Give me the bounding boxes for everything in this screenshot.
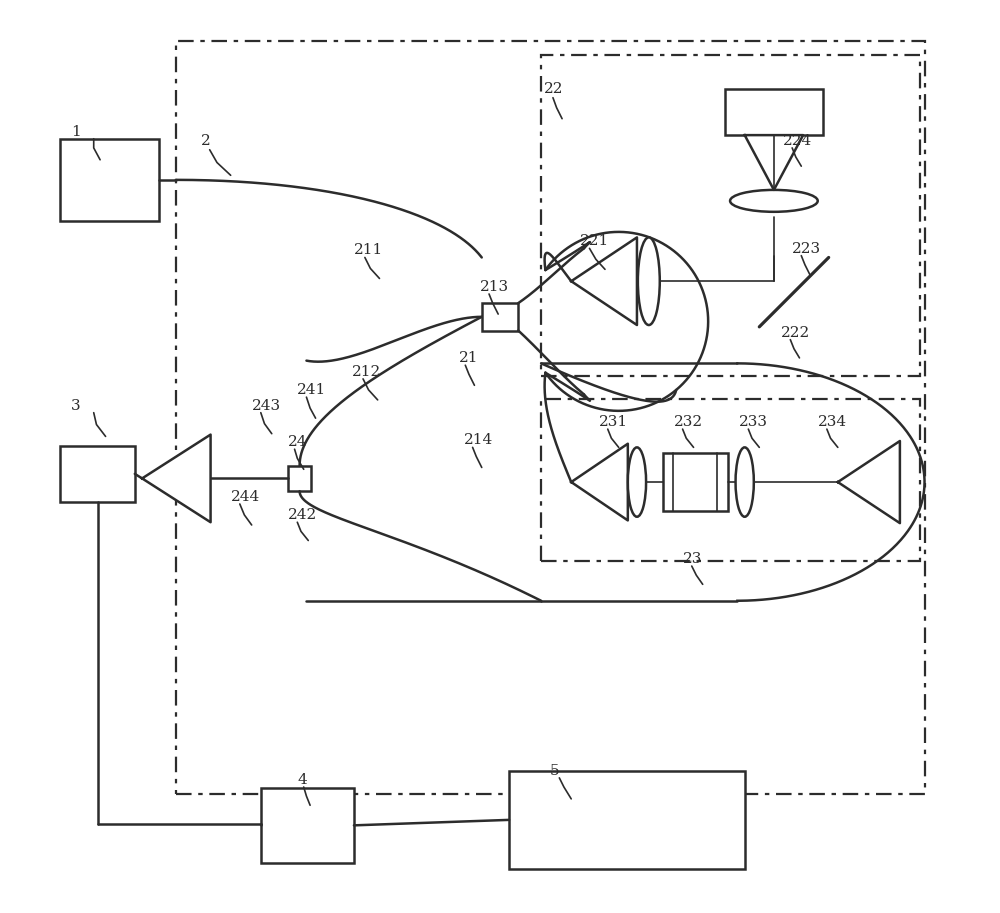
Text: 234: 234 [818,415,847,429]
Text: 2: 2 [201,134,210,148]
Text: 213: 213 [480,280,509,294]
Text: 214: 214 [463,434,493,447]
Bar [60,446,135,502]
Text: 3: 3 [71,399,81,413]
Text: 233: 233 [739,415,768,429]
Text: 211: 211 [354,244,383,257]
Bar [176,41,925,794]
Polygon shape [571,444,628,520]
Text: 221: 221 [580,235,610,248]
Ellipse shape [628,447,646,517]
Bar [482,303,518,331]
Text: 242: 242 [288,509,317,522]
Bar [541,399,920,561]
Text: 232: 232 [673,415,703,429]
Text: 5: 5 [550,764,560,778]
Bar [261,788,354,863]
Text: 1: 1 [71,125,81,139]
Text: 22: 22 [544,82,563,96]
Bar [60,139,159,221]
Bar [725,89,823,135]
Polygon shape [838,441,900,523]
Polygon shape [745,135,803,190]
Text: 243: 243 [252,399,281,413]
Text: 244: 244 [231,490,260,504]
Bar [663,453,728,511]
Text: 24: 24 [288,436,308,449]
Ellipse shape [730,190,818,212]
Bar [509,771,745,869]
Text: 224: 224 [783,134,812,148]
Text: 23: 23 [683,552,702,566]
Bar [288,466,311,491]
Text: 241: 241 [297,383,327,397]
Text: 231: 231 [599,415,628,429]
Text: 223: 223 [792,242,821,256]
Ellipse shape [638,237,660,325]
Polygon shape [142,435,211,522]
Text: 222: 222 [781,326,810,340]
Ellipse shape [736,447,754,517]
Text: 21: 21 [459,352,478,365]
Polygon shape [571,237,637,325]
Text: 212: 212 [352,365,381,379]
Text: 4: 4 [297,773,307,787]
Bar [541,55,920,376]
